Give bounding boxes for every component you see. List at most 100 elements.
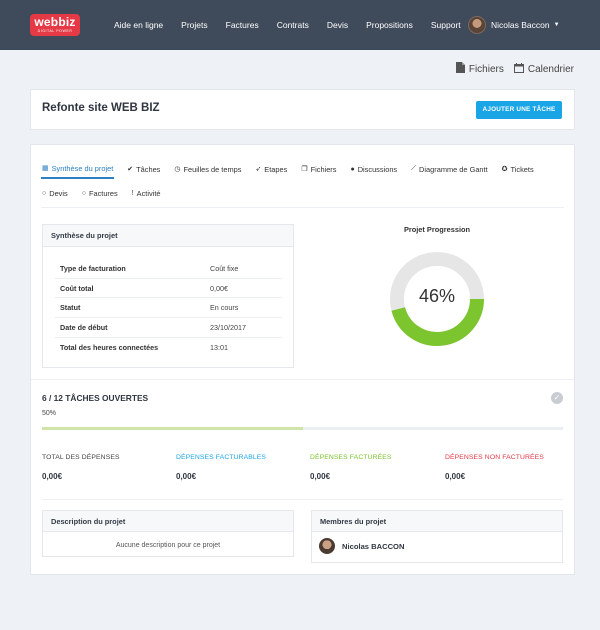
main-nav: Aide en ligne Projets Factures Contrats …	[114, 19, 479, 31]
expense-value: 0,00€	[445, 472, 466, 481]
brand-logo[interactable]: webbiz DIGITAL POWER	[30, 14, 80, 36]
nav-item-help[interactable]: Aide en ligne	[114, 20, 164, 30]
tab-tickets-label: Tickets	[510, 164, 534, 174]
expense-value: 0,00€	[176, 472, 197, 481]
description-title: Description du projet	[43, 511, 293, 532]
table-row: Coût total 0,00€	[55, 279, 282, 299]
add-task-button[interactable]: AJOUTER UNE TÂCHE	[476, 101, 562, 119]
file-icon	[455, 62, 465, 76]
project-overview-panel: ▦ Synthèse du projet ✔ Tâches ◷ Feuilles…	[30, 144, 576, 575]
expense-billed: DÉPENSES FACTURÉES 0,00€	[310, 454, 444, 481]
project-tabs: ▦ Synthèse du projet ✔ Tâches ◷ Feuilles…	[41, 159, 564, 203]
nav-item-invoices[interactable]: Factures	[225, 20, 259, 30]
tab-timesheets-label: Feuilles de temps	[183, 164, 242, 174]
tab-overview[interactable]: ▦ Synthèse du projet	[41, 159, 115, 179]
row-label: Total des heures connectées	[60, 343, 159, 353]
grid-icon: ▦	[42, 165, 49, 172]
progress-bar-fill	[42, 427, 303, 430]
expense-unbilled: DÉPENSES NON FACTURÉES 0,00€	[445, 454, 579, 481]
circle-icon: ○	[42, 189, 47, 197]
tabs-divider	[41, 207, 564, 208]
progress-title: Projet Progression	[403, 225, 471, 234]
expense-value: 0,00€	[310, 472, 331, 481]
row-label: Coût total	[60, 283, 94, 293]
table-row: Date de début 23/10/2017	[55, 318, 282, 338]
summary-title: Synthèse du projet	[43, 225, 293, 247]
project-description-box: Description du projet Aucune description…	[42, 510, 294, 557]
expense-label: TOTAL DES DÉPENSES	[42, 454, 120, 461]
table-row: Statut En cours	[55, 298, 282, 319]
nav-item-support[interactable]: Support	[430, 20, 461, 30]
project-header: Refonte site WEB BIZ AJOUTER UNE TÂCHE	[30, 89, 575, 130]
expense-total: TOTAL DES DÉPENSES 0,00€	[42, 454, 176, 481]
row-value: 13:01	[210, 343, 228, 353]
expense-label: DÉPENSES FACTURÉES	[310, 454, 392, 461]
row-value: Coût fixe	[210, 263, 239, 273]
section-divider	[31, 379, 576, 380]
table-row: Total des heures connectées 13:01	[55, 338, 282, 358]
rocket-icon: ➶	[255, 166, 262, 173]
tab-gantt[interactable]: ⟋ Diagramme de Gantt	[410, 159, 489, 179]
tab-files-label: Fichiers	[310, 164, 337, 174]
description-empty-text: Aucune description pour ce projet	[115, 542, 221, 549]
top-navbar: webbiz DIGITAL POWER Aide en ligne Proje…	[0, 0, 600, 50]
tab-invoices[interactable]: ○ Factures	[81, 183, 119, 203]
user-menu[interactable]: Nicolas Baccon ▼	[468, 15, 560, 35]
check-circle-icon: ✓	[551, 392, 563, 404]
row-label: Date de début	[60, 322, 108, 332]
calendar-link[interactable]: Calendrier	[513, 62, 574, 76]
tab-files[interactable]: ❐ Fichiers	[300, 159, 337, 179]
user-avatar	[468, 16, 486, 34]
files-link[interactable]: Fichiers	[455, 62, 504, 76]
line-chart-icon: ⟋	[411, 165, 417, 172]
tab-tasks[interactable]: ✔ Tâches	[126, 159, 161, 179]
row-value: 23/10/2017	[210, 322, 246, 332]
expense-label: DÉPENSES FACTURABLES	[176, 454, 267, 461]
tab-activity[interactable]: ! Activité	[131, 183, 162, 203]
tab-overview-label: Synthèse du projet	[51, 163, 114, 173]
tab-discussions-label: Discussions	[357, 164, 398, 174]
progress-ring	[390, 252, 484, 346]
circle-icon: ○	[81, 189, 86, 197]
nav-item-quotes[interactable]: Devis	[326, 20, 349, 30]
tab-quotes-label: Devis	[49, 188, 68, 198]
expense-value: 0,00€	[42, 472, 63, 481]
open-tasks-percent: 50%	[42, 410, 57, 417]
tab-timesheets[interactable]: ◷ Feuilles de temps	[173, 159, 242, 179]
nav-item-proposals[interactable]: Propositions	[366, 20, 413, 30]
tab-activity-label: Activité	[136, 188, 161, 198]
calendar-link-label: Calendrier	[527, 63, 574, 75]
project-top-links: Fichiers Calendrier	[446, 62, 574, 76]
open-tasks-title: 6 / 12 TÂCHES OUVERTES	[42, 393, 149, 403]
tab-gantt-label: Diagramme de Gantt	[419, 164, 488, 174]
expense-billable: DÉPENSES FACTURABLES 0,00€	[176, 454, 310, 481]
open-tasks-progress-bar	[42, 427, 563, 430]
nav-item-contracts[interactable]: Contrats	[276, 20, 309, 30]
tab-tickets[interactable]: ✪ Tickets	[501, 159, 535, 179]
progress-ring-fill	[391, 298, 484, 346]
expense-label: DÉPENSES NON FACTURÉES	[445, 454, 544, 461]
lifebuoy-icon: ✪	[501, 166, 508, 173]
project-members-box: Membres du projet Nicolas BACCON	[311, 510, 563, 563]
list-item[interactable]: Nicolas BACCON	[312, 538, 562, 554]
files-link-label: Fichiers	[468, 63, 504, 75]
table-row: Type de facturation Coût fixe	[55, 259, 282, 279]
nav-item-projects[interactable]: Projets	[181, 20, 208, 30]
files-icon: ❐	[301, 166, 308, 173]
tab-milestones[interactable]: ➶ Etapes	[254, 159, 288, 179]
tab-milestones-label: Etapes	[264, 164, 288, 174]
row-value: En cours	[210, 303, 239, 313]
summary-table: Type de facturation Coût fixe Coût total…	[55, 259, 282, 357]
tab-discussions[interactable]: ● Discussions	[349, 159, 398, 179]
members-title: Membres du projet	[312, 511, 562, 532]
row-value: 0,00€	[210, 283, 228, 293]
tab-quotes[interactable]: ○ Devis	[41, 183, 69, 203]
member-name: Nicolas BACCON	[342, 541, 405, 551]
exclamation-icon: !	[131, 189, 134, 197]
section-divider	[42, 499, 563, 500]
caret-down-icon: ▼	[553, 22, 560, 28]
project-title: Refonte site WEB BIZ	[42, 102, 160, 114]
tab-invoices-label: Factures	[88, 188, 118, 198]
user-name: Nicolas Baccon	[491, 20, 550, 30]
row-label: Type de facturation	[60, 263, 126, 273]
